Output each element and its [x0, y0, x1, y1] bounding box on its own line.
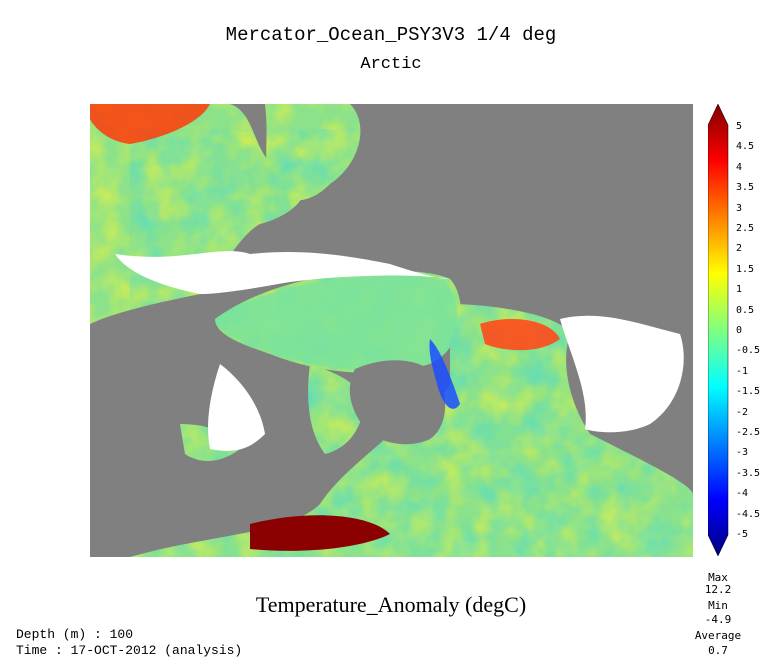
- colorbar-tick-label: 0: [736, 325, 743, 336]
- greenland-land: [349, 360, 446, 445]
- colorbar-tick-label: 5: [736, 121, 743, 132]
- map-region: Arctic: [360, 55, 422, 74]
- depth-label: Depth (m) : 100: [16, 627, 134, 642]
- stat-avg-label: Average: [694, 629, 742, 642]
- colorbar-tick-label: -1: [736, 365, 749, 377]
- colorbar-tick-label: 3: [736, 202, 743, 214]
- colorbar-tick-label: -0.5: [736, 345, 761, 357]
- stat-min-value: -4.9: [704, 613, 732, 626]
- time-label: Time : 17-OCT-2012 (analysis): [16, 643, 243, 658]
- variable-label: Temperature_Anomaly (degC): [255, 592, 527, 617]
- colorbar-tick-label: -5: [736, 529, 749, 540]
- ice-canadian-archipelago: [208, 364, 265, 451]
- colorbar-tick-label: -3: [736, 447, 749, 459]
- map-title: Mercator_Ocean_PSY3V3 1/4 deg: [225, 24, 557, 46]
- colorbar-tick-label: 1.5: [736, 263, 755, 275]
- central-arctic-pack: [215, 276, 458, 371]
- stat-max-label: Max: [708, 571, 728, 584]
- stat-max-value: 12.2: [704, 583, 732, 596]
- colorbar-tick-label: 0.5: [736, 304, 755, 316]
- colorbar-tick-label: -4: [736, 488, 749, 500]
- warm-anomaly-pacific: [90, 104, 210, 144]
- ice-edge-east: [560, 315, 684, 433]
- anomaly-map: [90, 104, 693, 557]
- colorbar-tick-label: -1.5: [736, 386, 761, 398]
- colorbar-tick-label: -2.5: [736, 427, 761, 438]
- ice-edge-siberia: [115, 251, 450, 294]
- colorbar-tick-label: -4.5: [736, 508, 761, 520]
- colorbar-tick-label: 1: [736, 284, 743, 296]
- colorbar-tick-label: 2: [736, 243, 743, 255]
- warm-anomaly-barents: [480, 319, 560, 351]
- colorbar-ramp: [708, 103, 729, 557]
- warm-anomaly-atlantic: [250, 515, 390, 551]
- colorbar-tick-label: -3.5: [736, 467, 761, 479]
- stat-avg-value: 0.7: [708, 644, 728, 657]
- stat-min-label: Min: [708, 599, 728, 612]
- colorbar: [708, 103, 729, 557]
- cold-anomaly-fram: [429, 339, 460, 409]
- colorbar-tick-label: 4: [736, 161, 743, 173]
- colorbar-tick-label: -2: [736, 406, 749, 418]
- colorbar-tick-label: 2.5: [736, 223, 755, 234]
- colorbar-tick-label: 3.5: [736, 182, 755, 194]
- colorbar-tick-label: 4.5: [736, 141, 755, 153]
